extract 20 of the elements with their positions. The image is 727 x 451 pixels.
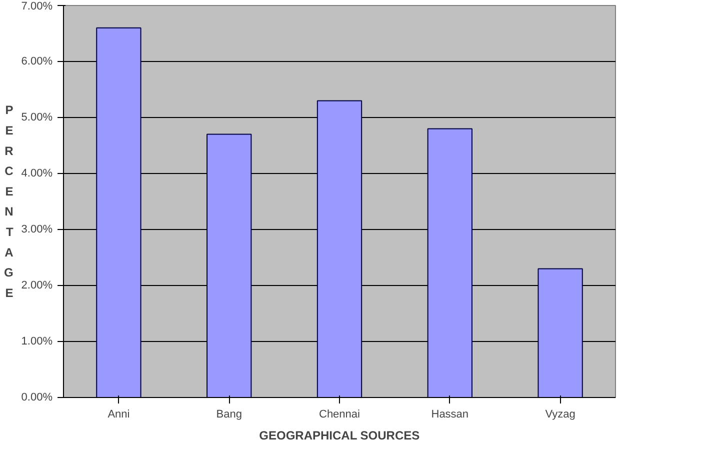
x-tick-label: Hassan (431, 408, 469, 420)
bar (538, 268, 583, 398)
y-tick-label: 5.00% (21, 112, 53, 124)
x-tick-label: Bang (216, 408, 242, 420)
x-tick-label: Anni (108, 408, 130, 420)
bar (96, 27, 142, 398)
text: PERCENTAGE (4, 103, 14, 300)
x-tick-label: Chennai (319, 408, 360, 420)
x-tick-label: Vyzag (545, 408, 576, 420)
y-tick-label: 2.00% (21, 280, 53, 292)
y-tick-label: 0.00% (21, 392, 53, 404)
y-tick-label: 6.00% (21, 56, 53, 68)
y-tick-label: 3.00% (21, 224, 53, 236)
bar (316, 100, 362, 398)
y-tick-label: 4.00% (21, 168, 53, 180)
y-tick-label: 1.00% (21, 336, 53, 348)
y-tick-label: 7.00% (21, 0, 53, 12)
x-axis-title: GEOGRAPHICAL SOURCES (259, 428, 420, 442)
bar (206, 134, 252, 398)
bar (427, 128, 472, 398)
